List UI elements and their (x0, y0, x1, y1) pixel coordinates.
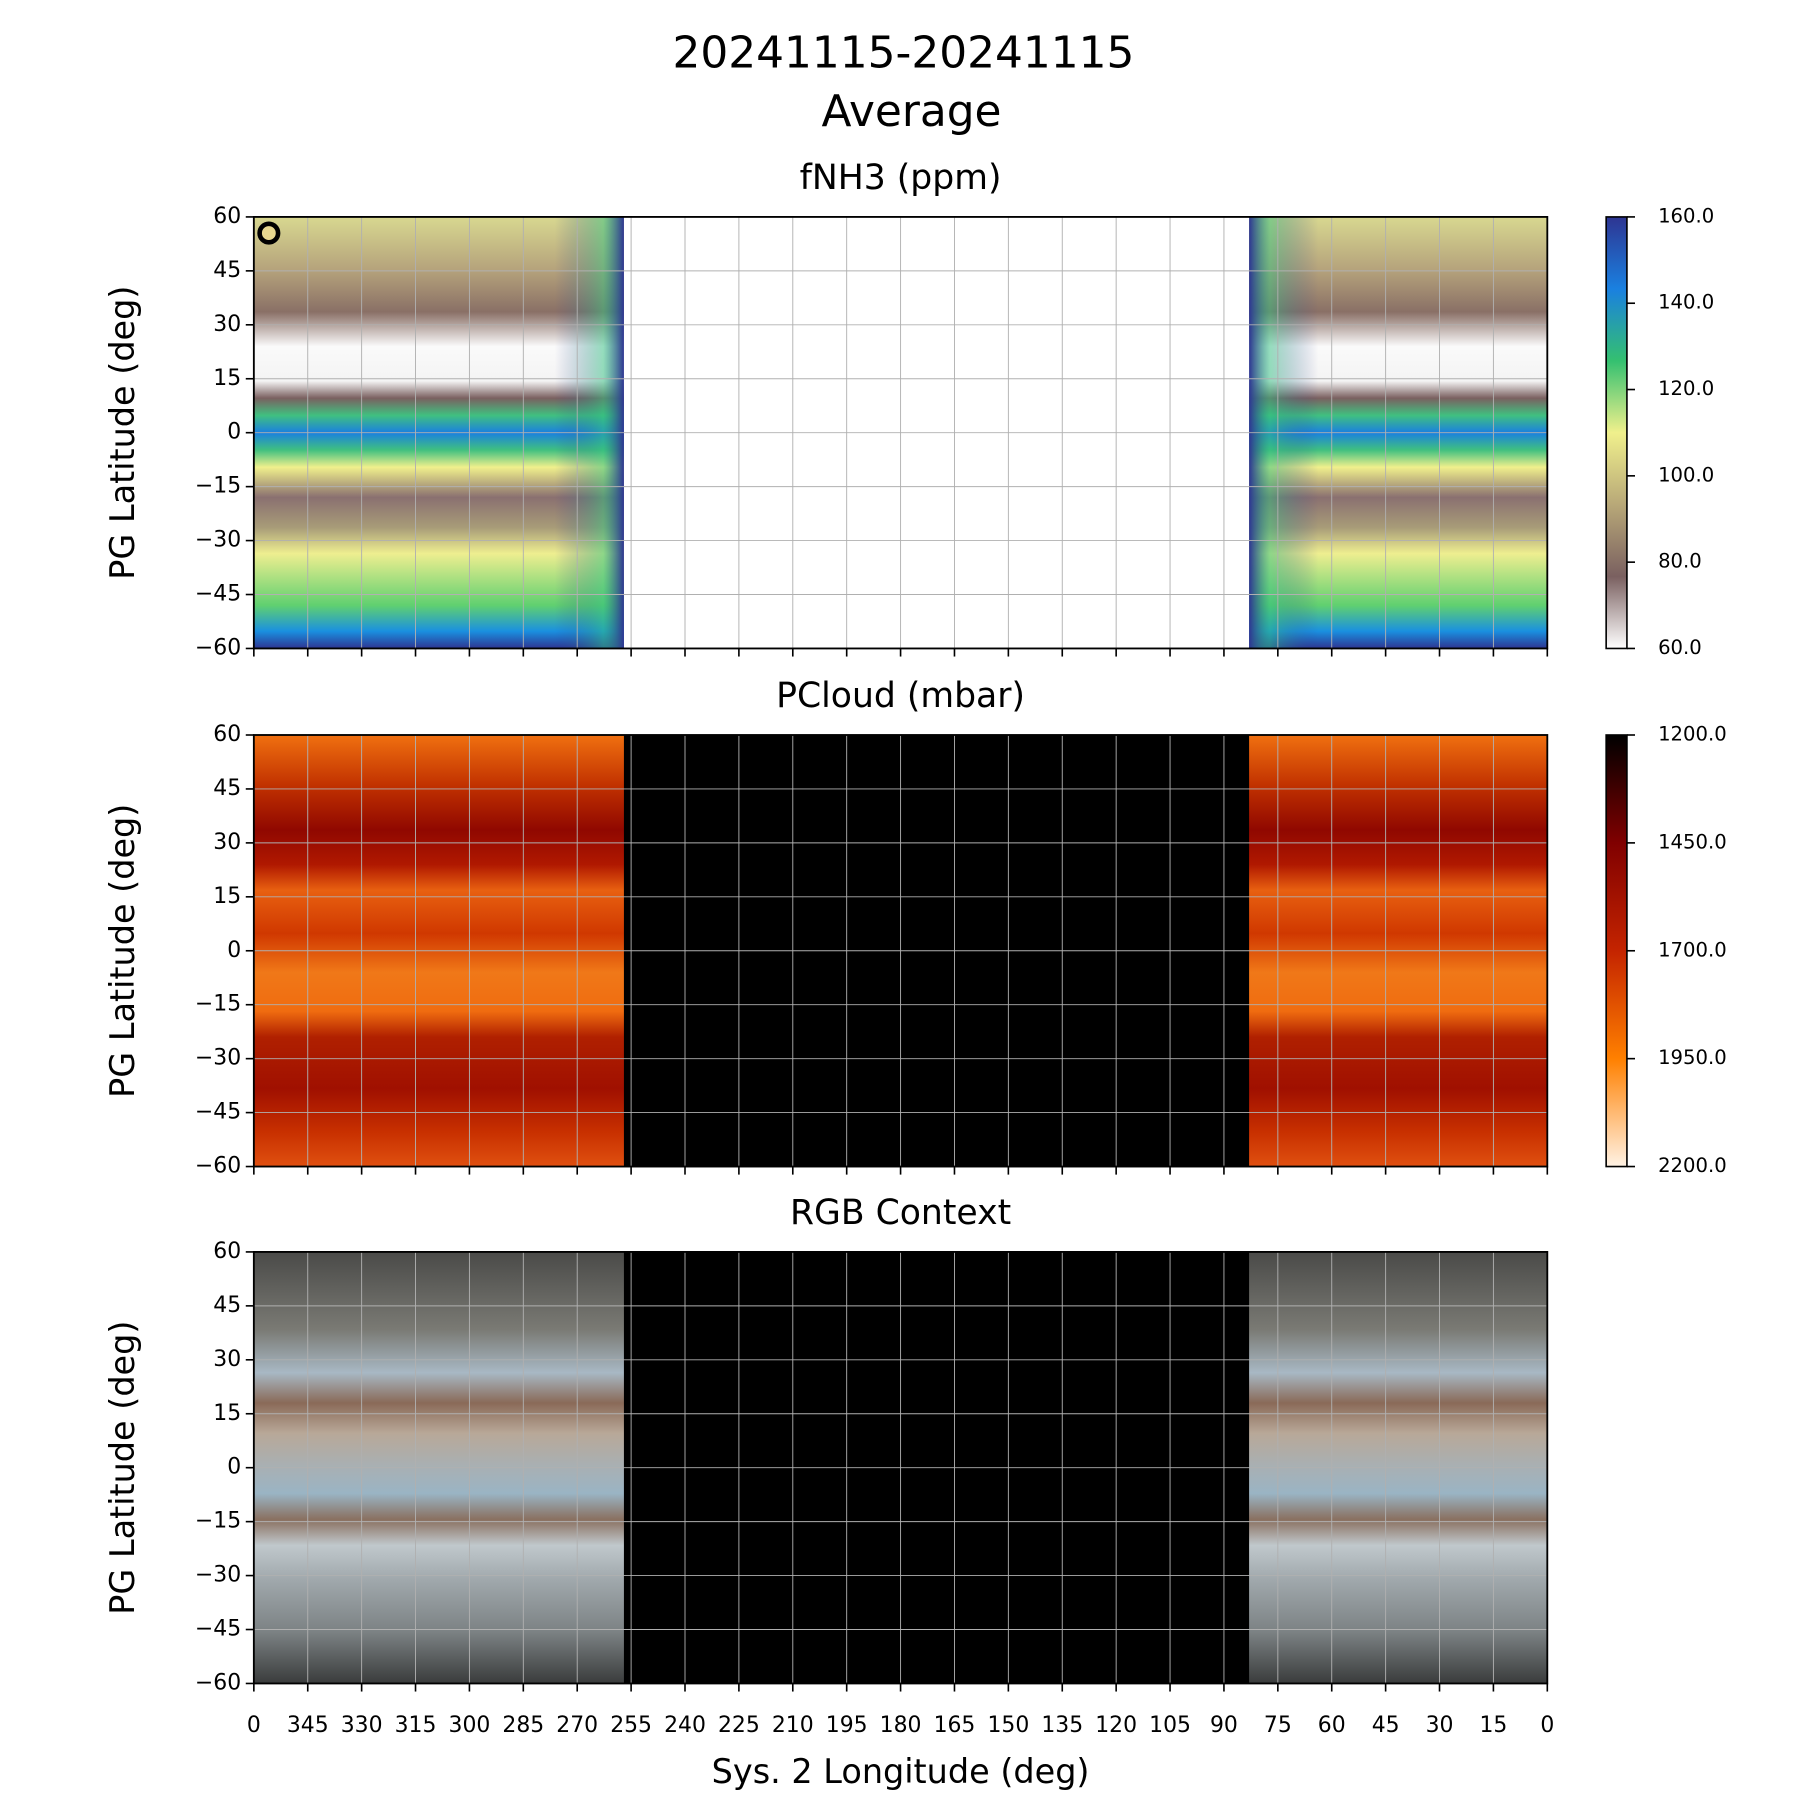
y-tick-label: −45 (195, 1100, 241, 1125)
x-tick-label: 0 (1540, 1713, 1554, 1738)
y-tick-label: 15 (213, 884, 241, 909)
y-tick-label: −60 (195, 1154, 241, 1179)
x-tick-label: 240 (664, 1713, 706, 1738)
y-tick-label: 45 (213, 1293, 241, 1318)
y-tick-label: −60 (195, 1670, 241, 1695)
x-tick-label: 105 (1149, 1713, 1191, 1738)
x-tick-label: 90 (1210, 1713, 1238, 1738)
colorbar-tick-label: 60.0 (1658, 636, 1702, 659)
x-tick-label: 195 (826, 1713, 868, 1738)
colorbar-tick-label: 1700.0 (1658, 938, 1727, 961)
y-tick-label: 0 (227, 420, 241, 445)
y-tick-label: −30 (195, 1563, 241, 1588)
colorbar-tick-label: 140.0 (1658, 291, 1714, 314)
x-tick-label: 0 (247, 1713, 261, 1738)
x-tick-label: 30 (1426, 1713, 1454, 1738)
x-tick-label: 255 (610, 1713, 652, 1738)
x-tick-label: 75 (1264, 1713, 1292, 1738)
y-tick-label: −15 (195, 474, 241, 499)
y-tick-label: −15 (195, 992, 241, 1017)
x-tick-label: 285 (502, 1713, 544, 1738)
y-tick-label: 60 (213, 1239, 241, 1264)
y-tick-label: 45 (213, 776, 241, 801)
x-tick-label: 120 (1095, 1713, 1137, 1738)
y-axis-label: PG Latitude (deg) (103, 804, 142, 1098)
x-tick-label: 165 (934, 1713, 976, 1738)
marker (257, 221, 281, 245)
y-tick-label: 30 (213, 312, 241, 337)
x-axis-label: Sys. 2 Longitude (deg) (712, 1752, 1090, 1791)
colorbar (1605, 734, 1628, 1168)
y-tick-label: 15 (213, 1401, 241, 1426)
x-tick-label: 300 (449, 1713, 491, 1738)
x-tick-label: 15 (1479, 1713, 1507, 1738)
y-tick-label: −45 (195, 1617, 241, 1642)
figure-title: 20241115-20241115 (672, 27, 1134, 78)
colorbar-tick-label: 1950.0 (1658, 1046, 1727, 1069)
x-tick-label: 330 (341, 1713, 383, 1738)
y-tick-label: 0 (227, 1455, 241, 1480)
y-axis-label: PG Latitude (deg) (103, 286, 142, 580)
colorbar-tick-label: 120.0 (1658, 377, 1714, 400)
x-tick-label: 270 (556, 1713, 598, 1738)
colorbar-tick-label: 1200.0 (1658, 723, 1727, 746)
y-tick-label: 0 (227, 938, 241, 963)
x-tick-label: 210 (772, 1713, 814, 1738)
x-tick-label: 45 (1372, 1713, 1400, 1738)
y-tick-label: 30 (213, 1347, 241, 1372)
x-tick-label: 345 (287, 1713, 329, 1738)
y-tick-label: 30 (213, 830, 241, 855)
x-tick-label: 135 (1041, 1713, 1083, 1738)
y-tick-label: −45 (195, 582, 241, 607)
colorbar-tick-label: 1450.0 (1658, 830, 1727, 853)
x-tick-label: 180 (880, 1713, 922, 1738)
y-tick-label: −30 (195, 528, 241, 553)
y-tick-label: 60 (213, 204, 241, 229)
y-tick-label: −30 (195, 1046, 241, 1071)
y-tick-label: 45 (213, 258, 241, 283)
y-tick-label: −60 (195, 635, 241, 660)
panel-title: fNH3 (ppm) (800, 158, 1002, 198)
colorbar-tick-label: 2200.0 (1658, 1154, 1727, 1177)
x-tick-label: 315 (395, 1713, 437, 1738)
y-axis-label: PG Latitude (deg) (103, 1321, 142, 1615)
colorbar (1605, 216, 1628, 650)
y-tick-label: −15 (195, 1509, 241, 1534)
x-tick-label: 60 (1318, 1713, 1346, 1738)
y-tick-label: 60 (213, 722, 241, 747)
x-tick-label: 150 (987, 1713, 1029, 1738)
y-tick-label: 15 (213, 366, 241, 391)
colorbar-tick-label: 160.0 (1658, 204, 1714, 227)
x-tick-label: 225 (718, 1713, 760, 1738)
panel-title: RGB Context (790, 1193, 1011, 1233)
panel-title: PCloud (mbar) (776, 676, 1025, 716)
colorbar-tick-label: 100.0 (1658, 463, 1714, 486)
colorbar-tick-label: 80.0 (1658, 550, 1702, 573)
figure-subtitle: Average (822, 86, 1002, 137)
